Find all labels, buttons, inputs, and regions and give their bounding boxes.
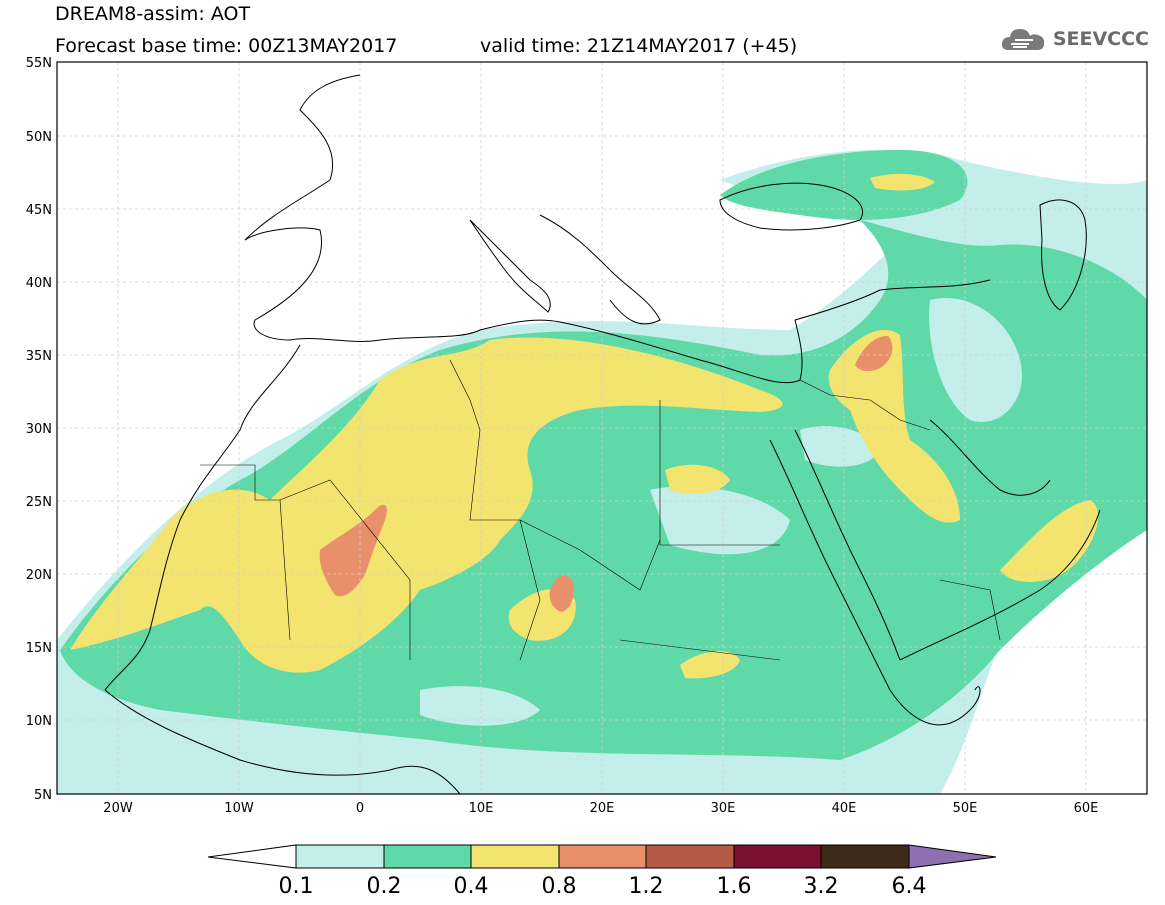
lat-label-55N: 55N bbox=[26, 56, 52, 71]
lat-label-20N: 20N bbox=[26, 568, 52, 583]
lat-label-10N: 10N bbox=[26, 714, 52, 729]
map-gridlines bbox=[57, 62, 1147, 794]
colorbar-swatch-1.6 bbox=[733, 844, 822, 869]
colorbar-labels: 0.1 0.2 0.4 0.8 1.2 1.6 3.2 6.4 bbox=[279, 874, 927, 899]
colorbar-label-0.2: 0.2 bbox=[367, 874, 402, 899]
lon-label-0: 0 bbox=[356, 801, 364, 816]
lon-label-40E: 40E bbox=[832, 801, 857, 816]
aot-band-0.8 bbox=[319, 504, 387, 597]
aot-band-0.4-b bbox=[828, 329, 960, 523]
aot-clear-patch-4 bbox=[420, 686, 540, 726]
colorbar-swatch-below bbox=[207, 844, 297, 869]
lat-label-15N: 15N bbox=[26, 641, 52, 656]
lon-label-10W: 10W bbox=[224, 801, 254, 816]
colorbar-swatch-0.4 bbox=[470, 844, 560, 869]
aot-band-0.4-c bbox=[1000, 500, 1099, 582]
lat-label-30N: 30N bbox=[26, 422, 52, 437]
colorbar-label-0.8: 0.8 bbox=[542, 874, 577, 899]
lat-label-50N: 50N bbox=[26, 130, 52, 145]
logo-text: SEEVCCC bbox=[1052, 28, 1149, 50]
aot-clear-patch-1 bbox=[800, 426, 880, 467]
colorbar bbox=[207, 844, 997, 869]
colorbar-label-0.4: 0.4 bbox=[454, 874, 489, 899]
lon-label-20W: 20W bbox=[103, 801, 133, 816]
lon-label-50E: 50E bbox=[953, 801, 978, 816]
lat-label-5N: 5N bbox=[34, 788, 52, 803]
lon-label-10E: 10E bbox=[469, 801, 494, 816]
colorbar-label-6.4: 6.4 bbox=[892, 874, 927, 899]
seevccc-logo: SEEVCCC bbox=[999, 22, 1149, 56]
lat-label-35N: 35N bbox=[26, 349, 52, 364]
lat-label-45N: 45N bbox=[26, 203, 52, 218]
aot-clear-patch-2 bbox=[650, 486, 790, 555]
colorbar-label-0.1: 0.1 bbox=[279, 874, 314, 899]
lon-label-30E: 30E bbox=[711, 801, 736, 816]
aot-band-0.8-b bbox=[549, 575, 574, 612]
colorbar-swatch-3.2 bbox=[820, 844, 910, 869]
map-title: DREAM8-assim: AOT bbox=[55, 3, 251, 25]
lon-labels: 20W 10W 0 10E 20E 30E 40E 50E 60E bbox=[103, 801, 1098, 816]
forecast-base-time: Forecast base time: 00Z13MAY2017 bbox=[55, 35, 398, 57]
valid-time: valid time: 21Z14MAY2017 (+45) bbox=[480, 35, 798, 57]
colorbar-swatch-0.8 bbox=[558, 844, 647, 869]
lat-label-25N: 25N bbox=[26, 495, 52, 510]
aot-clear-patch-3 bbox=[929, 298, 1022, 422]
lon-label-60E: 60E bbox=[1074, 801, 1099, 816]
aot-band-0.4-f bbox=[870, 173, 935, 191]
colorbar-label-3.2: 3.2 bbox=[804, 874, 839, 899]
lat-label-40N: 40N bbox=[26, 276, 52, 291]
map-frame bbox=[56, 61, 1148, 795]
aot-band-0.4-e bbox=[680, 650, 740, 679]
aot-band-0.4-g bbox=[665, 464, 730, 494]
lat-labels: 55N 50N 45N 40N 35N 30N 25N 20N 15N 10N … bbox=[26, 56, 52, 803]
colorbar-swatch-0.1 bbox=[295, 844, 385, 869]
lon-label-20E: 20E bbox=[590, 801, 615, 816]
aot-band-0.4 bbox=[70, 337, 783, 673]
colorbar-swatch-1.2 bbox=[645, 844, 735, 869]
colorbar-label-1.2: 1.2 bbox=[629, 874, 664, 899]
colorbar-swatch-above bbox=[908, 844, 997, 869]
colorbar-swatch-0.2 bbox=[383, 844, 472, 869]
country-borders bbox=[200, 359, 1001, 661]
coastlines bbox=[104, 74, 1101, 794]
cloud-icon bbox=[1001, 29, 1044, 50]
colorbar-label-1.6: 1.6 bbox=[717, 874, 752, 899]
aot-band-0.8-c bbox=[855, 335, 893, 372]
